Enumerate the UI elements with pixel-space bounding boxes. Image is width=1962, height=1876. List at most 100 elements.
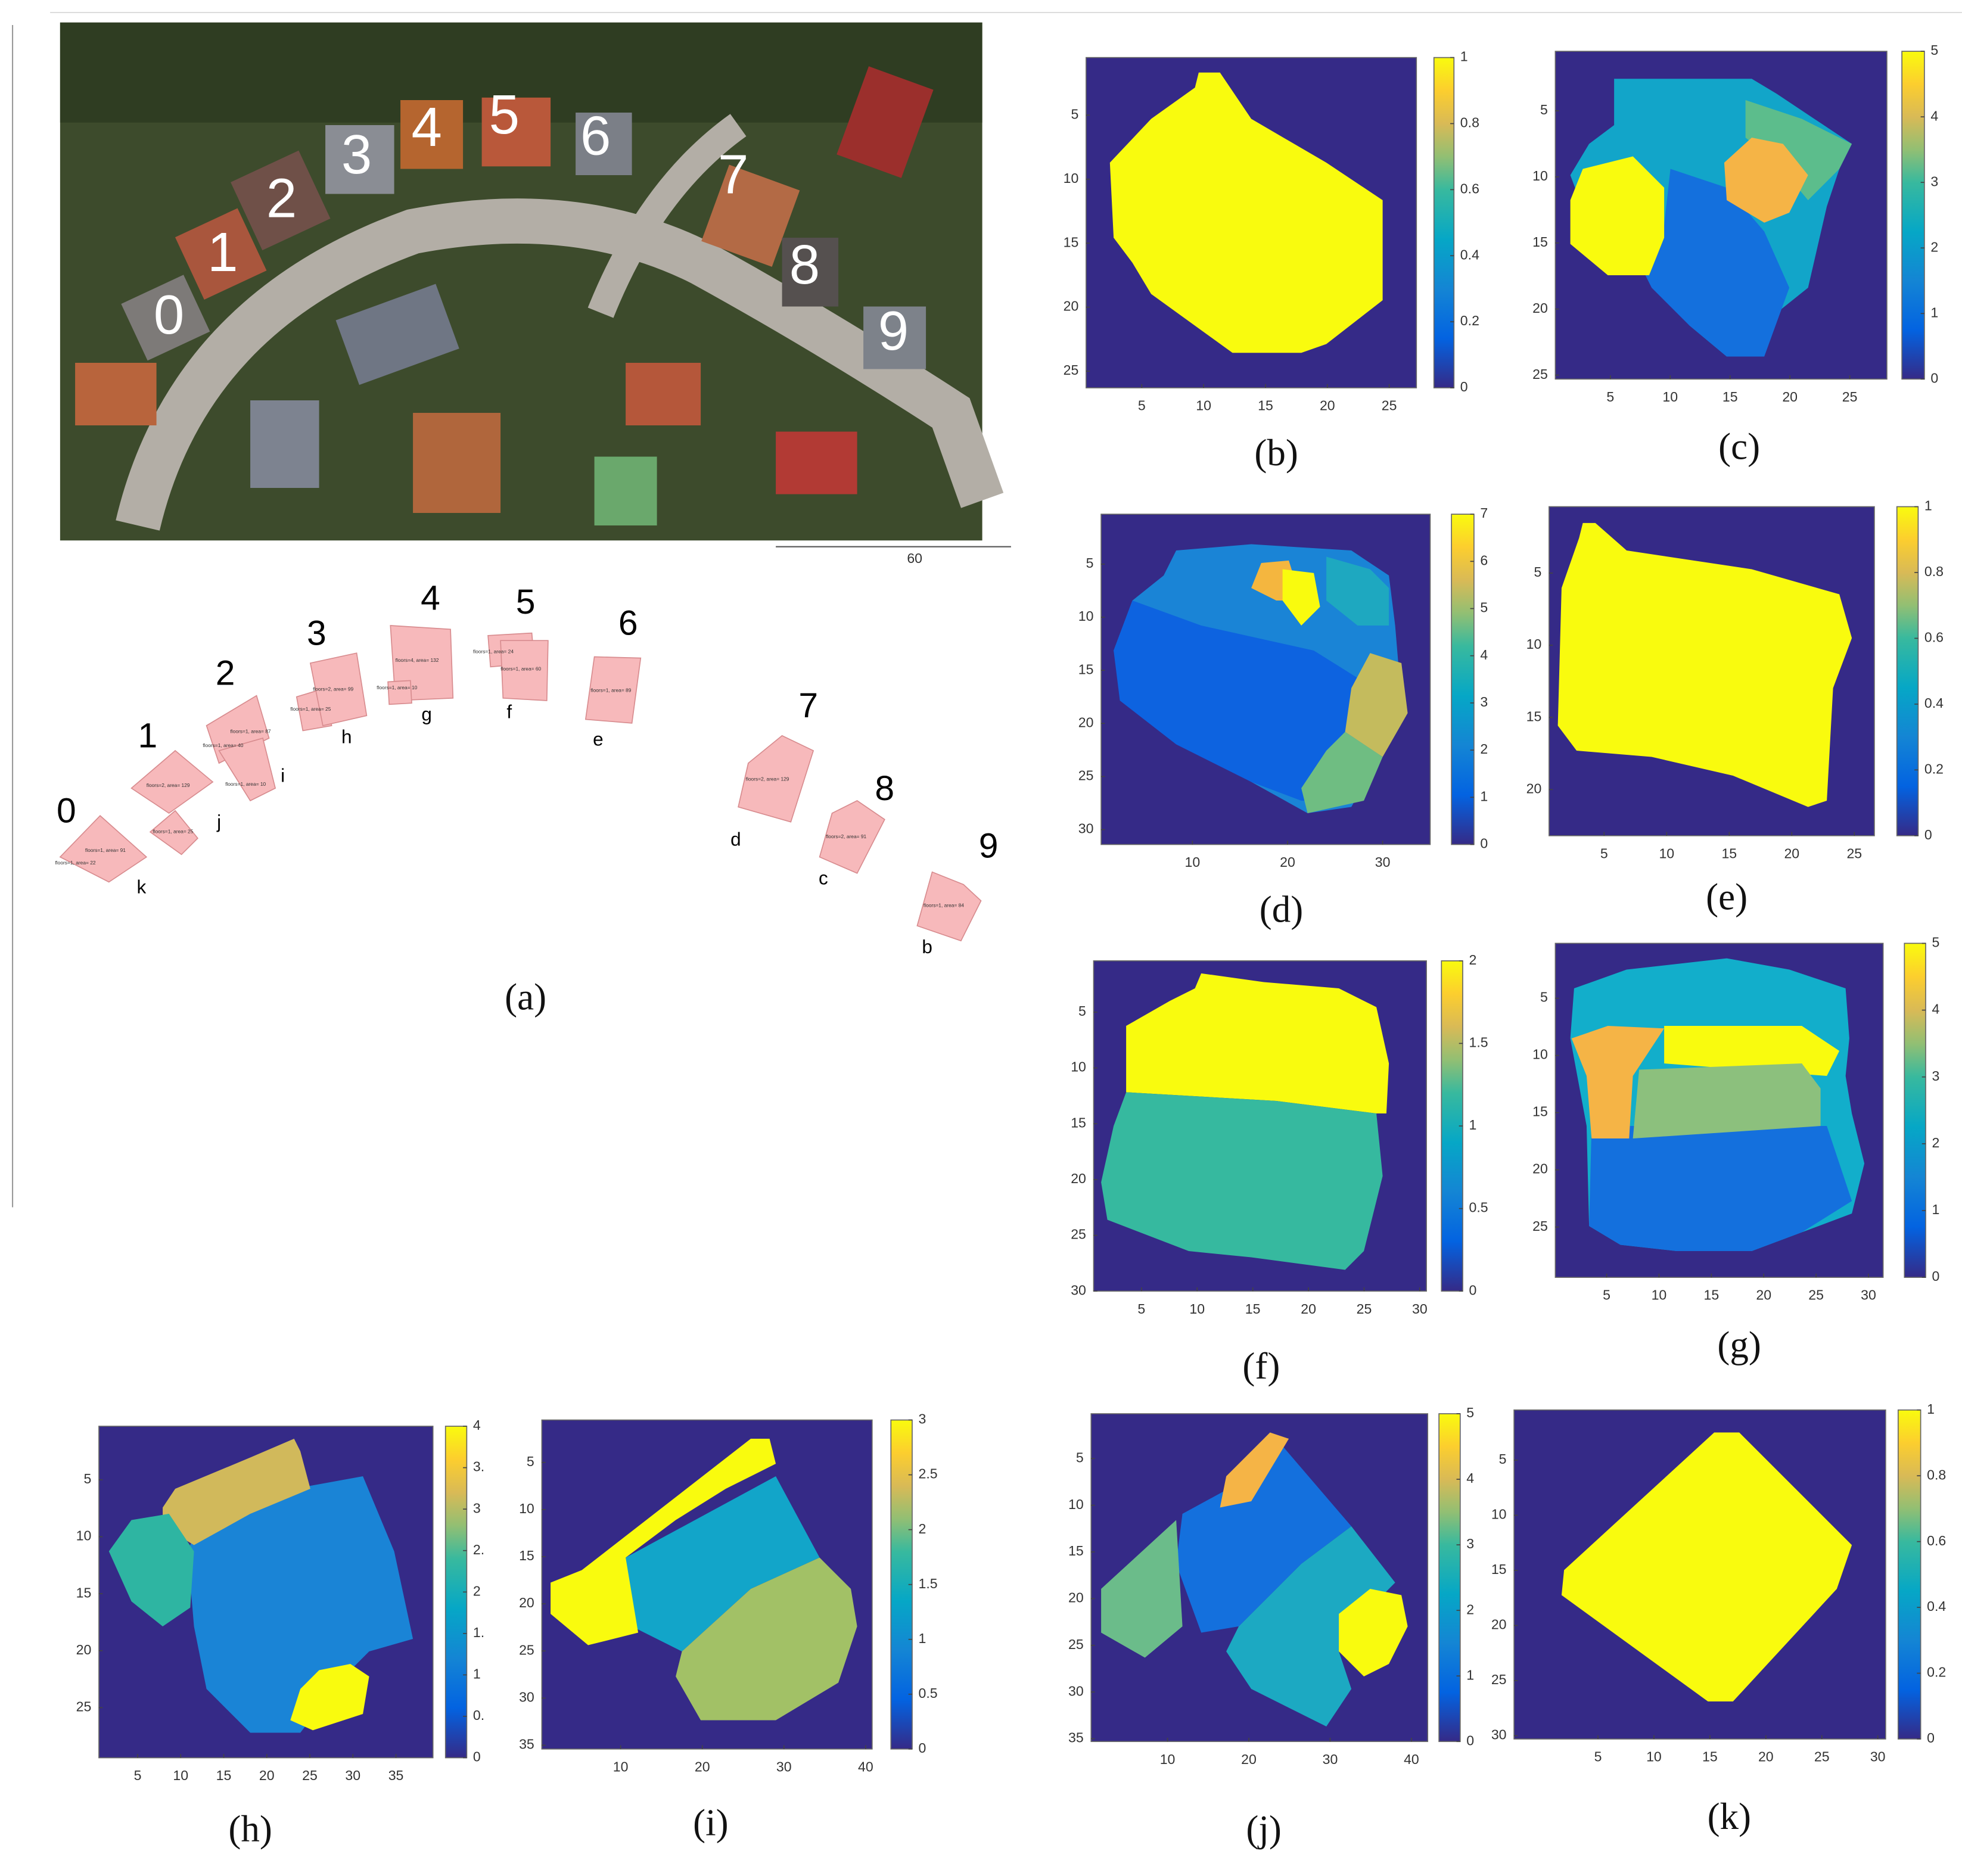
x-tick-label: 25 xyxy=(302,1768,318,1783)
x-tick-label: 15 xyxy=(216,1768,232,1783)
colorbar-tick-label: 0.6 xyxy=(1460,181,1479,196)
part-label: j xyxy=(216,811,221,832)
house-labels: 0 1 2 3 4 5 6 7 8 9 k j i h g f e d c b xyxy=(57,579,998,958)
colorbar-tick-label: 3. xyxy=(473,1459,484,1474)
x-tick-label: 10 xyxy=(173,1768,188,1783)
caption: (c) xyxy=(1718,425,1760,467)
colorbar-tick-label: 0 xyxy=(918,1740,926,1756)
annotation: floors=2, area= 129 xyxy=(147,782,190,788)
y-tick-label: 25 xyxy=(1064,362,1079,378)
x-tick-label: 5 xyxy=(134,1768,142,1783)
colorbar-tick-label: 4 xyxy=(1932,1001,1940,1017)
colorbar-tick-label: 1. xyxy=(473,1625,484,1640)
colorbar-tick-label: 6 xyxy=(1480,552,1488,568)
annotation: floors=1, area= 25 xyxy=(153,829,193,835)
colorbar-tick-label: 2 xyxy=(1466,1601,1474,1617)
y-tick-label: 30 xyxy=(519,1689,534,1704)
y-tick-label: 10 xyxy=(1491,1507,1507,1522)
y-tick-label: 20 xyxy=(1078,714,1094,730)
x-tick-label: 10 xyxy=(1662,389,1678,405)
x-tick-label: 25 xyxy=(1814,1749,1830,1765)
map-j xyxy=(1091,1414,1428,1742)
y-tick-label: 25 xyxy=(1532,366,1548,382)
colorbar-tick-label: 0 xyxy=(1932,1268,1940,1284)
map-d xyxy=(1101,514,1431,845)
x-tick-label: 20 xyxy=(1280,854,1295,870)
map-h xyxy=(98,1426,433,1758)
y-tick-label: 10 xyxy=(1071,1059,1086,1075)
colorbar-tick-label: 0 xyxy=(1480,836,1488,851)
y-tick-label: 10 xyxy=(1064,170,1079,186)
x-tick-label: 25 xyxy=(1808,1287,1824,1303)
y-tick-label: 30 xyxy=(1491,1727,1507,1743)
colorbar-tick-label: 0 xyxy=(1930,370,1938,385)
footprints xyxy=(59,625,982,942)
map-i xyxy=(542,1420,872,1749)
colorbar-tick-label: 0.4 xyxy=(1927,1598,1946,1614)
y-tick-label: 25 xyxy=(76,1699,92,1715)
axes-frame xyxy=(1090,1413,1429,1743)
x-tick-label: 10 xyxy=(613,1759,629,1774)
colorbar-tick-label: 0 xyxy=(1460,379,1468,394)
map-e xyxy=(1549,506,1874,836)
y-tick-label: 5 xyxy=(1076,1449,1084,1465)
y-tick-label: 5 xyxy=(1534,564,1541,580)
y-tick-label: 5 xyxy=(1071,106,1078,122)
photo-label: 9 xyxy=(878,300,909,362)
colorbar-tick-label: 2 xyxy=(1480,741,1488,757)
colorbar-tick-label: 0.6 xyxy=(1927,1533,1946,1548)
annotation: floors=1, area= 25 xyxy=(290,706,331,712)
x-tick-label: 20 xyxy=(1756,1287,1771,1303)
photo-labels: 0 1 2 3 4 5 6 7 8 9 xyxy=(154,83,909,362)
map-k xyxy=(1514,1410,1886,1740)
colorbar-tick-label: 0 xyxy=(1924,827,1932,842)
annotation: floors=1, area= 10 xyxy=(225,781,266,787)
colorbar-tick-label: 5 xyxy=(1930,42,1938,58)
colorbar-tick-label: 2. xyxy=(473,1542,484,1557)
photo-label: 2 xyxy=(266,167,297,229)
colorbar-tick-label: 1 xyxy=(473,1666,481,1682)
x-tick-label: 15 xyxy=(1703,1287,1719,1303)
photo-label: 8 xyxy=(789,234,820,295)
house-label: 2 xyxy=(216,654,235,693)
y-tick-label: 20 xyxy=(1491,1617,1507,1632)
y-tick-label: 5 xyxy=(1540,102,1548,117)
y-tick-label: 20 xyxy=(1532,1161,1548,1177)
photo-label: 1 xyxy=(207,221,238,283)
colorbar-tick-label: 4 xyxy=(1466,1470,1474,1486)
x-tick-label: 30 xyxy=(1861,1287,1876,1303)
house-label: 3 xyxy=(307,614,327,652)
colorbar-tick-label: 0.2 xyxy=(1927,1665,1946,1680)
x-tick-label: 25 xyxy=(1842,389,1858,405)
colorbar-tick-label: 0.2 xyxy=(1924,761,1944,776)
colorbar-tick-label: 2.5 xyxy=(918,1466,937,1482)
annotation: floors=4, area= 132 xyxy=(396,657,439,663)
part-label: f xyxy=(506,701,512,722)
colorbar-tick-label: 0.8 xyxy=(1460,115,1479,130)
x-tick-label: 30 xyxy=(345,1768,360,1783)
colorbar-tick-label: 1.5 xyxy=(918,1576,937,1591)
part-label: h xyxy=(341,726,352,747)
colorbar xyxy=(1901,51,1925,380)
y-tick-label: 30 xyxy=(1078,821,1094,836)
x-tick-label: 10 xyxy=(1659,845,1674,861)
y-tick-label: 5 xyxy=(1086,555,1094,571)
x-tick-label: 35 xyxy=(388,1768,404,1783)
colorbar-tick-label: 3 xyxy=(1930,173,1938,189)
house-label: 8 xyxy=(875,769,894,808)
axes-frame xyxy=(1549,506,1875,836)
x-tick-label: 5 xyxy=(1594,1749,1602,1765)
house-label: 5 xyxy=(516,583,536,621)
part-label: i xyxy=(281,764,285,786)
caption: (b) xyxy=(1254,432,1298,474)
y-tick-label: 5 xyxy=(1078,1003,1086,1019)
y-tick-label: 20 xyxy=(519,1595,534,1610)
colorbar-tick-label: 1 xyxy=(1469,1117,1477,1133)
y-tick-label: 5 xyxy=(527,1454,534,1469)
x-tick-label: 10 xyxy=(1646,1749,1662,1765)
colorbar-tick-label: 2 xyxy=(1469,952,1477,967)
annotation: floors=2, area= 91 xyxy=(826,833,866,839)
x-tick-label: 25 xyxy=(1357,1301,1372,1317)
caption: (k) xyxy=(1708,1796,1751,1837)
y-tick-label: 10 xyxy=(519,1501,534,1516)
